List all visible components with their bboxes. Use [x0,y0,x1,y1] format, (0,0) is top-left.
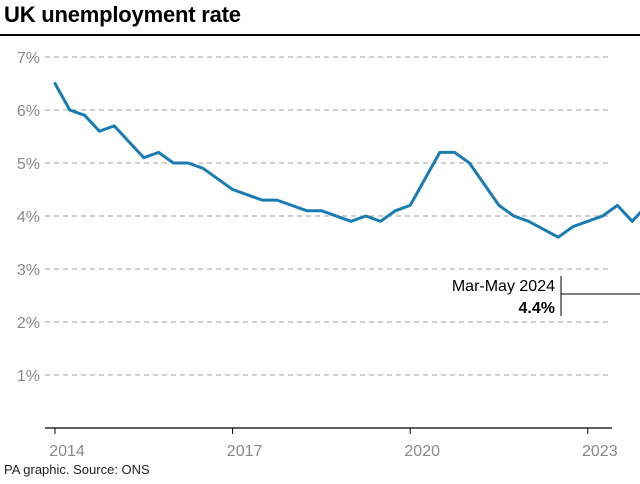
x-tick-label: 2014 [49,443,85,460]
annotation-value-label: 4.4% [519,300,555,317]
y-tick-label: 3% [17,262,40,279]
x-axis-ticks: 2014 2017 2020 2023 [49,428,618,460]
y-axis-ticks: 1% 2% 3% 4% 5% 6% 7% [17,50,40,385]
series-line-unemployment [53,82,640,239]
gridlines [45,56,612,376]
x-tick-label: 2020 [404,443,440,460]
x-tick-label: 2023 [582,443,618,460]
chart-title: UK unemployment rate [4,2,241,27]
annotation-leader-line [560,276,640,316]
y-tick-label: 6% [17,103,40,120]
latest-value-annotation: Mar-May 2024 4.4% [452,276,640,317]
source-credit: PA graphic. Source: ONS [4,462,150,477]
annotation-period-label: Mar-May 2024 [452,278,555,295]
x-tick-label: 2017 [227,443,263,460]
y-tick-label: 7% [17,50,40,67]
y-tick-label: 1% [17,368,40,385]
title-divider [0,34,640,36]
y-tick-label: 2% [17,315,40,332]
y-tick-label: 4% [17,209,40,226]
y-tick-label: 5% [17,156,40,173]
